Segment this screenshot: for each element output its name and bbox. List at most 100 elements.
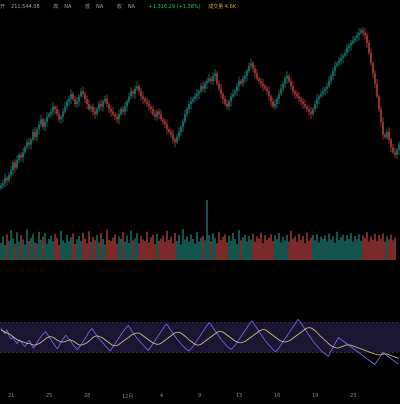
volume-bar xyxy=(118,236,120,260)
volume-bar xyxy=(248,236,250,260)
volume-bar xyxy=(334,242,336,260)
volume-bar xyxy=(246,241,248,260)
volume-bar xyxy=(358,234,360,260)
volume-bar xyxy=(354,236,356,260)
candle-body xyxy=(262,83,264,87)
time-axis-label: 28 xyxy=(84,393,91,399)
price-pane[interactable] xyxy=(0,26,400,191)
candle-body xyxy=(384,134,386,138)
candle-body xyxy=(338,60,340,64)
candle-body xyxy=(94,111,96,115)
candle-body xyxy=(18,154,20,160)
candle-body xyxy=(230,96,232,102)
candle-body xyxy=(326,86,328,89)
candle-body xyxy=(64,106,66,112)
volume-bar xyxy=(342,234,344,260)
volume-bar xyxy=(90,242,92,260)
candle-body xyxy=(12,162,14,171)
volume-bar xyxy=(242,237,244,260)
volume-bar xyxy=(320,236,322,260)
candle-body xyxy=(256,73,258,79)
candle-body xyxy=(356,35,358,38)
volume-pane[interactable] xyxy=(0,200,396,260)
volume-bar xyxy=(298,233,300,260)
volume-bar xyxy=(162,235,164,260)
volume-bar xyxy=(356,239,358,260)
candle-body xyxy=(56,109,58,115)
candle-body xyxy=(334,65,336,71)
candle-body xyxy=(66,101,68,107)
volume-bar xyxy=(346,235,348,260)
volume-bar xyxy=(244,234,246,260)
volume-bar xyxy=(274,235,276,260)
time-axis-label: 9 xyxy=(198,393,202,399)
candle-body xyxy=(138,86,140,92)
volume-bar xyxy=(394,237,396,260)
volume-bar xyxy=(72,233,74,260)
candle-body xyxy=(324,88,326,92)
candle-body xyxy=(244,76,246,79)
volume-bar xyxy=(268,237,270,260)
volume-bar xyxy=(102,239,104,260)
volume-bar xyxy=(270,234,272,260)
candle-body xyxy=(82,91,84,94)
volume-bar xyxy=(98,242,100,260)
volume-bar xyxy=(48,239,50,260)
volume-bar xyxy=(216,243,218,260)
candle-body xyxy=(314,104,316,110)
volume-bar xyxy=(4,245,6,260)
candle-body xyxy=(48,114,50,117)
volume-bar xyxy=(120,239,122,260)
volume-bar xyxy=(156,233,158,260)
candle-body xyxy=(142,96,144,99)
volume-bar xyxy=(332,236,334,260)
candle-body xyxy=(368,42,370,54)
candle-body xyxy=(88,104,90,110)
high-label: 高 xyxy=(53,4,59,10)
candle-body xyxy=(194,96,196,99)
volume-bar xyxy=(326,241,328,260)
candle-body xyxy=(308,109,310,112)
volume-bar xyxy=(28,241,30,260)
candle-body xyxy=(340,58,342,61)
close-value: NA xyxy=(127,4,135,10)
volume-bar xyxy=(254,242,256,260)
candle-body xyxy=(44,121,46,127)
time-axis-label: 4 xyxy=(160,393,164,399)
volume-bar xyxy=(108,239,110,260)
volume-bar xyxy=(92,236,94,260)
candle-body xyxy=(16,160,18,168)
candle-body xyxy=(120,109,122,115)
volume-bar xyxy=(362,235,364,260)
volume-bar xyxy=(378,235,380,260)
rsi-pane[interactable] xyxy=(0,318,400,366)
candle-body xyxy=(332,70,334,76)
candle-body xyxy=(146,101,148,104)
candle-body xyxy=(80,91,82,97)
candle-body xyxy=(198,91,200,94)
time-axis-label: 16 xyxy=(274,393,281,399)
candle-body xyxy=(86,98,88,104)
candle-body xyxy=(70,93,72,99)
volume-bar xyxy=(12,238,14,260)
candle-body xyxy=(350,42,352,46)
volume-bar xyxy=(110,241,112,260)
candle-body xyxy=(316,98,318,104)
candle-body xyxy=(144,98,146,102)
volume-bar xyxy=(34,242,36,260)
volume-bar xyxy=(82,232,84,260)
candle-body xyxy=(160,114,162,120)
candle-body xyxy=(240,81,242,84)
volume-bar xyxy=(56,237,58,260)
volume-bar xyxy=(106,229,108,260)
candle-body xyxy=(222,93,224,99)
volume-bar xyxy=(170,236,172,260)
candle-body xyxy=(4,177,6,183)
volume-bar xyxy=(204,240,206,260)
volume-bar xyxy=(200,237,202,260)
candle-body xyxy=(74,98,76,104)
volume-bar xyxy=(58,245,60,260)
volume-bar xyxy=(24,244,26,260)
